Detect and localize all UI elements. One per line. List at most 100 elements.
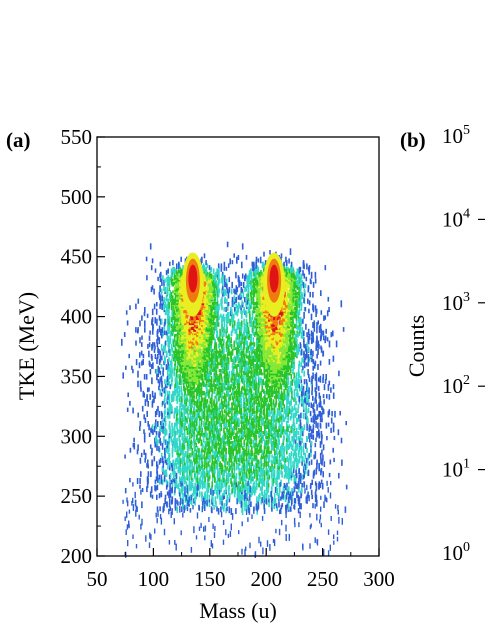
- heatmap-cell: [185, 315, 189, 319]
- heatmap-cell: [250, 283, 252, 290]
- heatmap-cell: [146, 387, 149, 393]
- heatmap-cell: [190, 335, 194, 339]
- heatmap-cell: [185, 327, 189, 331]
- heatmap-cell: [193, 390, 195, 398]
- heatmap-cell: [172, 313, 174, 321]
- heatmap-cell: [170, 303, 173, 311]
- heatmap-cell: [215, 352, 217, 358]
- heatmap-cell: [216, 479, 219, 486]
- heatmap-cell: [250, 288, 253, 295]
- heatmap-cell: [147, 464, 149, 469]
- heatmap-cell: [202, 338, 206, 342]
- heatmap-cell: [210, 427, 213, 432]
- heatmap-cell: [152, 323, 154, 330]
- heatmap-cell: [269, 372, 273, 376]
- heatmap-cell: [251, 327, 254, 332]
- heatmap-cell: [195, 442, 197, 448]
- heatmap-cell: [176, 296, 179, 300]
- heatmap-cell: [202, 317, 206, 321]
- heatmap-cell: [140, 452, 143, 458]
- heatmap-cell: [204, 498, 206, 505]
- heatmap-cell: [233, 477, 236, 485]
- heatmap-cell: [203, 343, 207, 347]
- heatmap-cell: [205, 298, 209, 302]
- heatmap-cell: [211, 322, 215, 326]
- heatmap-cell: [169, 330, 172, 337]
- heatmap-cell: [251, 407, 254, 415]
- heatmap-cell: [262, 343, 266, 347]
- heatmap-cell: [275, 439, 278, 446]
- heatmap-cell: [170, 479, 173, 485]
- heatmap-cell: [236, 286, 239, 293]
- heatmap-cell: [230, 307, 232, 312]
- heatmap-cell: [178, 385, 181, 393]
- heatmap-cell: [232, 407, 236, 411]
- heatmap-cell: [183, 369, 187, 372]
- heatmap-cell: [239, 352, 241, 357]
- heatmap-cell: [213, 365, 216, 372]
- heatmap-cell: [221, 296, 223, 304]
- heatmap-cell: [169, 364, 171, 371]
- heatmap-cell: [274, 320, 278, 324]
- heatmap-cell: [175, 288, 179, 292]
- heatmap-cell: [245, 446, 248, 453]
- heatmap-cell: [236, 347, 238, 354]
- heatmap-cell: [212, 412, 214, 419]
- heatmap-cell: [273, 419, 277, 423]
- heatmap-cell: [214, 469, 216, 475]
- heatmap-cell: [150, 471, 152, 478]
- heatmap-cell: [194, 400, 196, 406]
- heatmap-cell: [260, 377, 262, 383]
- heatmap-cell: [162, 348, 165, 356]
- heatmap-cell: [193, 434, 195, 442]
- heatmap-cell: [139, 426, 141, 431]
- heatmap-cell: [170, 323, 173, 329]
- heatmap-cell: [258, 283, 262, 287]
- heatmap-cell: [248, 431, 251, 438]
- heatmap-cell: [186, 444, 189, 450]
- heatmap-cell: [271, 360, 274, 364]
- heatmap-cell: [200, 394, 203, 402]
- heatmap-cell: [233, 320, 236, 326]
- heatmap-cell: [213, 489, 216, 494]
- heatmap-cell: [164, 318, 166, 325]
- heatmap-cell: [223, 385, 226, 391]
- heatmap-cell: [227, 437, 229, 444]
- heatmap-cell: [201, 323, 205, 327]
- heatmap-cell: [212, 317, 215, 323]
- heatmap-cell: [187, 318, 191, 322]
- heatmap-cell: [256, 281, 259, 285]
- heatmap-cell: [215, 394, 218, 402]
- heatmap-cell: [156, 409, 158, 415]
- heatmap-cell: [276, 457, 278, 465]
- heatmap-cell: [141, 342, 143, 347]
- heatmap-cell: [217, 467, 219, 473]
- heatmap-cell: [187, 449, 189, 455]
- heatmap-cell: [235, 389, 238, 396]
- heatmap-cell: [201, 415, 205, 419]
- heatmap-cell: [160, 375, 163, 381]
- heatmap-cell: [246, 340, 248, 346]
- heatmap-cell: [219, 444, 222, 449]
- heatmap-cell: [244, 310, 246, 316]
- heatmap-cell: [268, 338, 272, 342]
- heatmap-cell: [223, 436, 225, 442]
- heatmap-cell: [238, 385, 240, 393]
- heatmap-cell: [202, 291, 206, 295]
- heatmap-cell: [270, 352, 274, 356]
- heatmap-cell: [193, 330, 197, 334]
- heatmap-cell: [259, 305, 263, 309]
- heatmap-cell: [164, 402, 166, 409]
- heatmap-cell: [201, 333, 205, 337]
- heatmap-cell: [231, 312, 233, 319]
- heatmap-cell: [260, 280, 264, 284]
- heatmap-cell: [261, 379, 263, 386]
- heatmap-cell: [222, 343, 224, 349]
- heatmap-cell: [258, 312, 262, 315]
- heatmap-cell: [275, 355, 279, 359]
- heatmap-cell: [166, 276, 168, 282]
- heatmap-cell: [263, 412, 266, 420]
- heatmap-cell: [172, 266, 174, 273]
- heatmap-cell: [229, 318, 231, 326]
- heatmap-cell: [250, 491, 252, 498]
